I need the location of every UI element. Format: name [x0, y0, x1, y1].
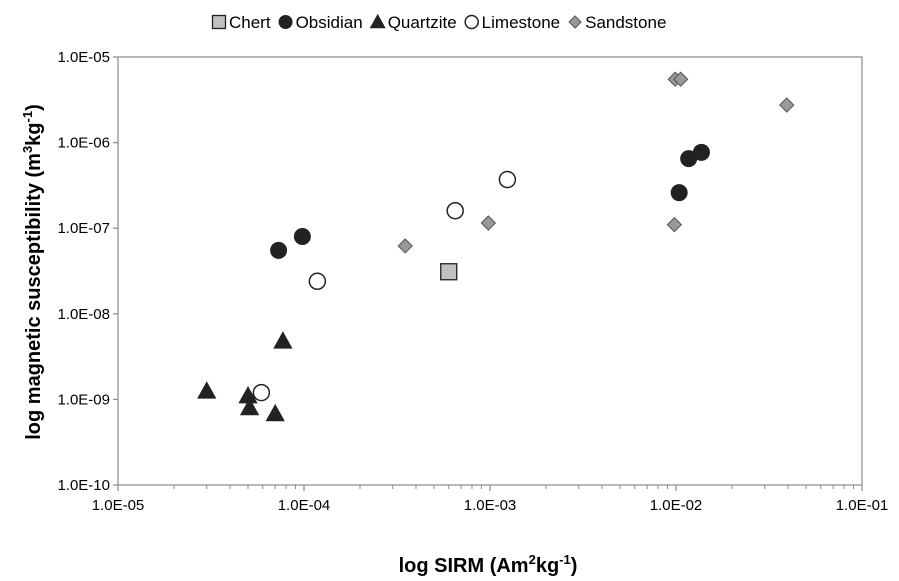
legend-label: Obsidian	[296, 13, 363, 32]
point-sandstone	[779, 97, 795, 113]
legend-marker-quartzite	[369, 13, 386, 29]
legend-item-chert: Chert	[211, 13, 271, 32]
y-axis-ticks: 1.0E-10 1.0E-09 1.0E-08 1.0E-07 1.0E-06 1.0E-…	[57, 49, 118, 494]
point-quartzite	[239, 397, 260, 416]
y-tick-label: 1.0E-09	[57, 391, 110, 408]
y-tick-label: 1.0E-10	[57, 477, 110, 494]
point-obsidian	[692, 143, 710, 161]
point-sandstone	[397, 238, 413, 254]
point-quartzite	[197, 381, 217, 399]
point-limestone	[308, 272, 327, 291]
x-tick-label: 1.0E-03	[464, 497, 517, 514]
legend-marker-limestone	[464, 14, 479, 30]
legend-marker-chert	[211, 14, 227, 30]
y-tick-label: 1.0E-05	[57, 49, 110, 66]
legend-marker-sandstone	[568, 15, 582, 29]
point-limestone	[252, 383, 271, 402]
legend-item-quartzite: Quartzite	[369, 13, 457, 32]
x-axis-title: log SIRM (Am2kg-1)	[399, 552, 578, 577]
point-sandstone	[480, 215, 497, 231]
point-quartzite	[265, 403, 285, 422]
point-chert	[440, 263, 458, 281]
x-tick-label: 1.0E-01	[836, 497, 889, 514]
x-axis-ticks: 1.0E-05 1.0E-04 1.0E-03 1.0E-02 1.0E-01	[92, 485, 889, 514]
legend-label: Sandstone	[585, 13, 666, 32]
series-quartzite	[197, 331, 293, 422]
x-tick-label: 1.0E-04	[278, 497, 331, 514]
y-tick-label: 1.0E-08	[57, 306, 110, 323]
point-limestone	[498, 170, 517, 189]
point-obsidian	[293, 227, 311, 245]
x-tick-label: 1.0E-05	[92, 497, 145, 514]
legend-item-limestone: Limestone	[464, 13, 560, 32]
series-sandstone	[397, 71, 795, 254]
y-tick-label: 1.0E-06	[57, 135, 110, 152]
point-sandstone	[666, 216, 683, 233]
plot-area	[117, 56, 863, 486]
point-obsidian	[670, 184, 688, 202]
legend-item-obsidian: Obsidian	[278, 13, 363, 32]
legend: Chert Obsidian Quartzite Limestone Sandstone	[211, 13, 666, 32]
x-tick-label: 1.0E-02	[650, 497, 703, 514]
series-chert	[440, 263, 458, 281]
legend-item-sandstone: Sandstone	[568, 13, 666, 32]
data-points	[197, 71, 795, 422]
legend-marker-obsidian	[278, 15, 293, 29]
legend-label: Chert	[229, 13, 271, 32]
series-limestone	[252, 170, 517, 402]
point-obsidian	[270, 241, 288, 259]
point-quartzite	[273, 331, 293, 349]
point-limestone	[446, 201, 464, 220]
y-axis-title: log magnetic susceptibility (m3kg-1)	[20, 104, 45, 440]
point-sandstone	[672, 71, 689, 87]
series-obsidian	[270, 143, 710, 259]
plot-frame	[117, 56, 863, 486]
legend-label: Limestone	[482, 13, 560, 32]
y-tick-label: 1.0E-07	[57, 220, 110, 237]
legend-label: Quartzite	[388, 13, 457, 32]
